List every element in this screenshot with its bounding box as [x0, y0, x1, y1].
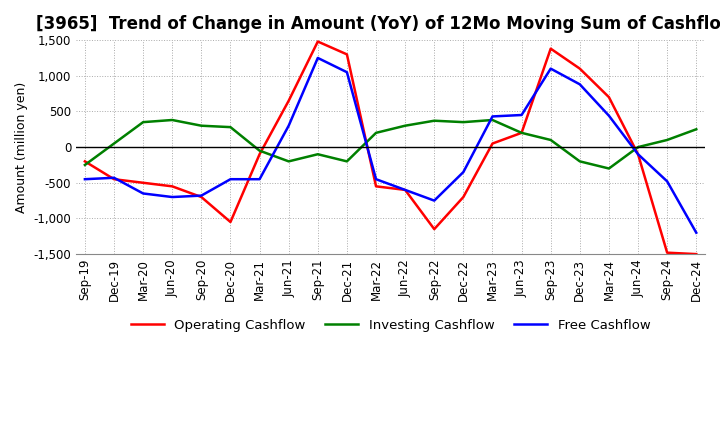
Operating Cashflow: [313, 39, 322, 44]
Investing Cashflow: [139, 120, 148, 125]
Free Cashflow: [488, 114, 497, 119]
Investing Cashflow: [663, 137, 672, 143]
Investing Cashflow: [197, 123, 206, 128]
Investing Cashflow: [692, 127, 701, 132]
Line: Investing Cashflow: Investing Cashflow: [85, 120, 696, 169]
Operating Cashflow: [226, 220, 235, 225]
Investing Cashflow: [575, 159, 584, 164]
Operating Cashflow: [343, 52, 351, 57]
Investing Cashflow: [226, 125, 235, 130]
Free Cashflow: [605, 113, 613, 118]
Investing Cashflow: [459, 120, 468, 125]
Free Cashflow: [109, 175, 118, 180]
Investing Cashflow: [284, 159, 293, 164]
Free Cashflow: [343, 70, 351, 75]
Investing Cashflow: [109, 141, 118, 146]
Line: Free Cashflow: Free Cashflow: [85, 58, 696, 233]
Investing Cashflow: [256, 148, 264, 153]
Title: [3965]  Trend of Change in Amount (YoY) of 12Mo Moving Sum of Cashflows: [3965] Trend of Change in Amount (YoY) o…: [35, 15, 720, 33]
Investing Cashflow: [372, 130, 380, 136]
Operating Cashflow: [517, 130, 526, 136]
Operating Cashflow: [284, 98, 293, 103]
Operating Cashflow: [692, 252, 701, 257]
Operating Cashflow: [256, 152, 264, 157]
Investing Cashflow: [81, 162, 89, 168]
Free Cashflow: [226, 176, 235, 182]
Investing Cashflow: [546, 137, 555, 143]
Investing Cashflow: [634, 144, 642, 150]
Operating Cashflow: [663, 250, 672, 255]
Free Cashflow: [575, 82, 584, 87]
Investing Cashflow: [313, 152, 322, 157]
Line: Operating Cashflow: Operating Cashflow: [85, 41, 696, 254]
Operating Cashflow: [401, 187, 410, 193]
Investing Cashflow: [168, 117, 176, 123]
Free Cashflow: [197, 193, 206, 198]
Free Cashflow: [372, 176, 380, 182]
Free Cashflow: [430, 198, 438, 203]
Investing Cashflow: [605, 166, 613, 171]
Operating Cashflow: [168, 183, 176, 189]
Investing Cashflow: [517, 130, 526, 136]
Investing Cashflow: [343, 159, 351, 164]
Investing Cashflow: [430, 118, 438, 123]
Legend: Operating Cashflow, Investing Cashflow, Free Cashflow: Operating Cashflow, Investing Cashflow, …: [125, 314, 656, 337]
Free Cashflow: [517, 112, 526, 117]
Operating Cashflow: [81, 159, 89, 164]
Operating Cashflow: [459, 194, 468, 200]
Investing Cashflow: [488, 117, 497, 123]
Free Cashflow: [692, 230, 701, 235]
Free Cashflow: [256, 176, 264, 182]
Free Cashflow: [546, 66, 555, 71]
Operating Cashflow: [605, 95, 613, 100]
Free Cashflow: [139, 191, 148, 196]
Operating Cashflow: [139, 180, 148, 185]
Operating Cashflow: [634, 152, 642, 157]
Operating Cashflow: [488, 141, 497, 146]
Investing Cashflow: [401, 123, 410, 128]
Free Cashflow: [81, 176, 89, 182]
Operating Cashflow: [372, 183, 380, 189]
Y-axis label: Amount (million yen): Amount (million yen): [15, 81, 28, 213]
Free Cashflow: [459, 169, 468, 175]
Free Cashflow: [168, 194, 176, 200]
Operating Cashflow: [546, 46, 555, 51]
Free Cashflow: [634, 152, 642, 157]
Free Cashflow: [401, 187, 410, 193]
Free Cashflow: [313, 55, 322, 61]
Operating Cashflow: [197, 194, 206, 200]
Free Cashflow: [284, 123, 293, 128]
Operating Cashflow: [109, 176, 118, 182]
Operating Cashflow: [575, 66, 584, 71]
Operating Cashflow: [430, 227, 438, 232]
Free Cashflow: [663, 179, 672, 184]
